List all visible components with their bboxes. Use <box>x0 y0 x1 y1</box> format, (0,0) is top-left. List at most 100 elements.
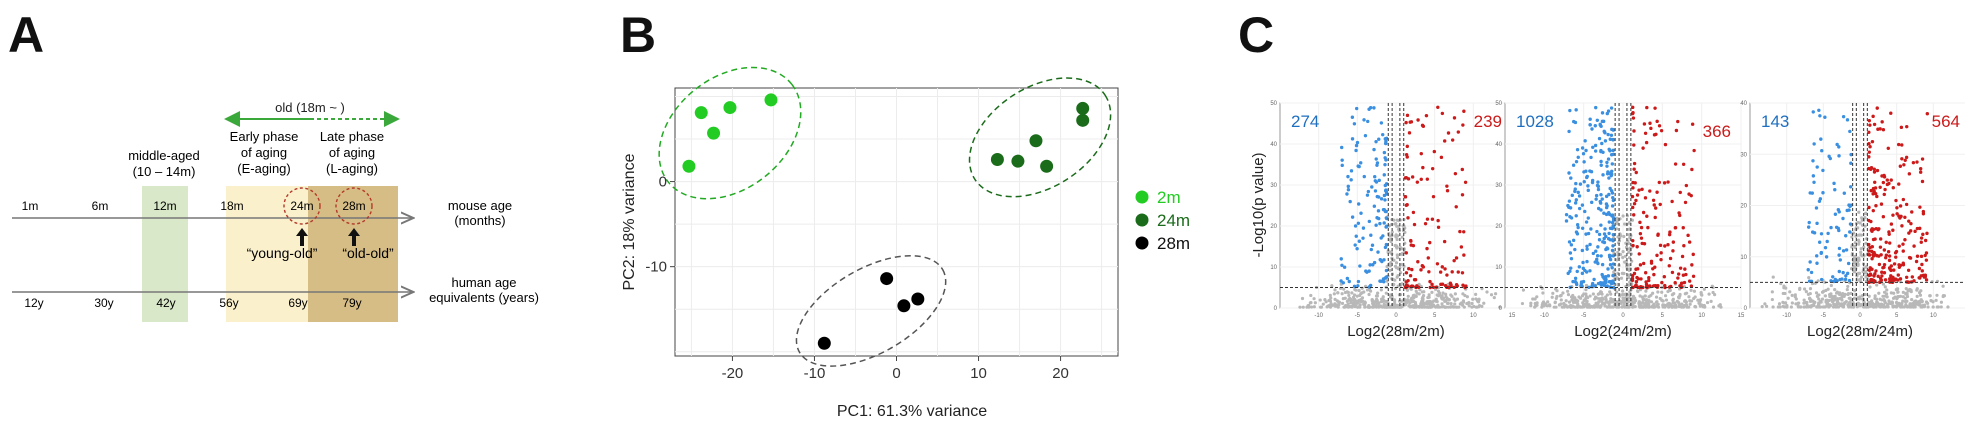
volcano-point-ns <box>1318 298 1322 302</box>
volcano-point-up <box>1877 262 1882 267</box>
volcano-point-ns <box>1436 305 1440 309</box>
volcano-point-down <box>1356 202 1361 206</box>
volcano-point-ns <box>1705 300 1710 305</box>
volcano-point-ns <box>1804 289 1808 294</box>
volcano-x-tick-label: -5 <box>1581 313 1587 319</box>
volcano-point-ns <box>1930 280 1934 284</box>
volcano-point-ns <box>1392 305 1396 309</box>
volcano-point-up <box>1452 285 1456 290</box>
volcano-point-down <box>1574 108 1578 112</box>
volcano-point-ns <box>1771 305 1775 309</box>
volcano-point-up <box>1891 186 1895 190</box>
volcano-point-ns <box>1808 296 1812 300</box>
pca-legend: 2m 24m 28m <box>1135 188 1190 253</box>
volcano-point-down <box>1846 261 1851 266</box>
volcano-x-tick-label: 5 <box>1895 313 1899 319</box>
volcano-point-ns <box>1760 305 1764 309</box>
volcano-point-up <box>1632 202 1637 206</box>
volcano-point-ns <box>1819 300 1823 304</box>
volcano-point-ns <box>1453 292 1457 296</box>
volcano-point-ns <box>1352 293 1357 297</box>
volcano-point-ns <box>1920 299 1924 304</box>
volcano-point-up <box>1671 249 1675 253</box>
volcano-point-down <box>1826 231 1830 236</box>
volcano-point-ns <box>1861 297 1865 301</box>
volcano-point-up <box>1426 256 1431 260</box>
volcano-point-down <box>1587 285 1591 290</box>
volcano-point-down <box>1590 178 1595 183</box>
pca-x-tick-label: 20 <box>1052 365 1069 382</box>
volcano-point-ns <box>1883 285 1887 289</box>
volcano-point-ns <box>1329 296 1333 300</box>
volcano-point-ns <box>1656 305 1661 309</box>
volcano-point-down <box>1606 274 1611 278</box>
volcano-point-down <box>1341 281 1346 285</box>
volcano-point-up <box>1897 265 1902 269</box>
volcano-point-ns <box>1406 294 1410 298</box>
volcano-point-ns <box>1816 279 1820 283</box>
volcano-point-ns <box>1599 304 1603 308</box>
volcano-point-ns <box>1542 301 1547 306</box>
volcano-point-up <box>1655 119 1659 124</box>
volcano-point-down <box>1567 171 1571 175</box>
volcano-point-up <box>1655 190 1659 194</box>
volcano-point-ns <box>1321 302 1325 306</box>
volcano-point-down <box>1829 225 1833 230</box>
volcano-point-up <box>1882 248 1887 252</box>
volcano-point-ns <box>1546 300 1550 304</box>
volcano-point-up <box>1925 231 1929 236</box>
volcano-x-tick-label: -5 <box>1355 313 1361 319</box>
volcano-point-ns <box>1535 301 1539 305</box>
volcano-point-up <box>1897 263 1901 267</box>
volcano-point-up <box>1631 105 1635 110</box>
volcano-point-down <box>1600 141 1604 146</box>
volcano-point-ns <box>1898 294 1903 298</box>
volcano-plot-3: -10-5051015010203040143564Log2(28m/24m) <box>1740 101 1965 340</box>
volcano-point-down <box>1806 225 1811 229</box>
volcano-point-down <box>1368 263 1372 267</box>
volcano-point-up <box>1901 197 1906 202</box>
volcano-point-up <box>1410 175 1415 179</box>
volcano-point-down <box>1831 275 1835 279</box>
volcano-plot-2: -10 -5 0 5 10 15010203040501028366Log2(24m/2m… <box>1495 101 1745 340</box>
volcano-point-down <box>1355 140 1360 145</box>
volcano-point-ns <box>1408 305 1413 309</box>
volcano-point-up <box>1634 198 1638 203</box>
volcano-point-down <box>1384 141 1388 146</box>
volcano-point-down <box>1362 174 1366 179</box>
volcano-point-ns <box>1835 290 1839 294</box>
volcano-point-down <box>1571 238 1576 243</box>
volcano-point-ns <box>1432 299 1436 303</box>
volcano-point-ns <box>1393 278 1397 282</box>
volcano-point-ns <box>1675 299 1679 303</box>
volcano-point-ns <box>1396 255 1400 260</box>
volcano-point-ns <box>1615 258 1619 262</box>
volcano-point-up <box>1461 123 1465 127</box>
volcano-point-ns <box>1771 275 1775 279</box>
volcano-point-up <box>1667 232 1672 237</box>
volcano-point-down <box>1362 118 1366 122</box>
volcano-point-ns <box>1384 291 1388 295</box>
volcano-point-up <box>1917 266 1922 271</box>
volcano-point-down <box>1580 226 1585 230</box>
volcano-point-ns <box>1782 286 1786 290</box>
volcano-point-ns <box>1392 303 1396 307</box>
volcano-point-up <box>1668 230 1672 234</box>
volcano-point-down <box>1569 243 1574 247</box>
volcano-y-tick-label: 40 <box>1495 142 1502 148</box>
volcano-point-up <box>1686 233 1690 238</box>
volcano-point-ns <box>1529 304 1533 308</box>
panel-letter-c: C <box>1238 7 1275 63</box>
volcano-point-down <box>1574 181 1578 186</box>
volcano-point-up <box>1431 194 1436 199</box>
volcano-point-down <box>1604 234 1608 239</box>
volcano-point-up <box>1442 239 1447 244</box>
volcano-point-up <box>1668 256 1673 261</box>
volcano-point-down <box>1607 231 1611 236</box>
volcano-point-up <box>1456 270 1460 274</box>
old-label: old (18m ~ ) <box>275 100 345 115</box>
volcano-point-down <box>1599 159 1603 164</box>
volcano-point-ns <box>1336 291 1340 295</box>
volcano-point-up <box>1892 262 1897 266</box>
volcano-point-up <box>1887 254 1892 258</box>
